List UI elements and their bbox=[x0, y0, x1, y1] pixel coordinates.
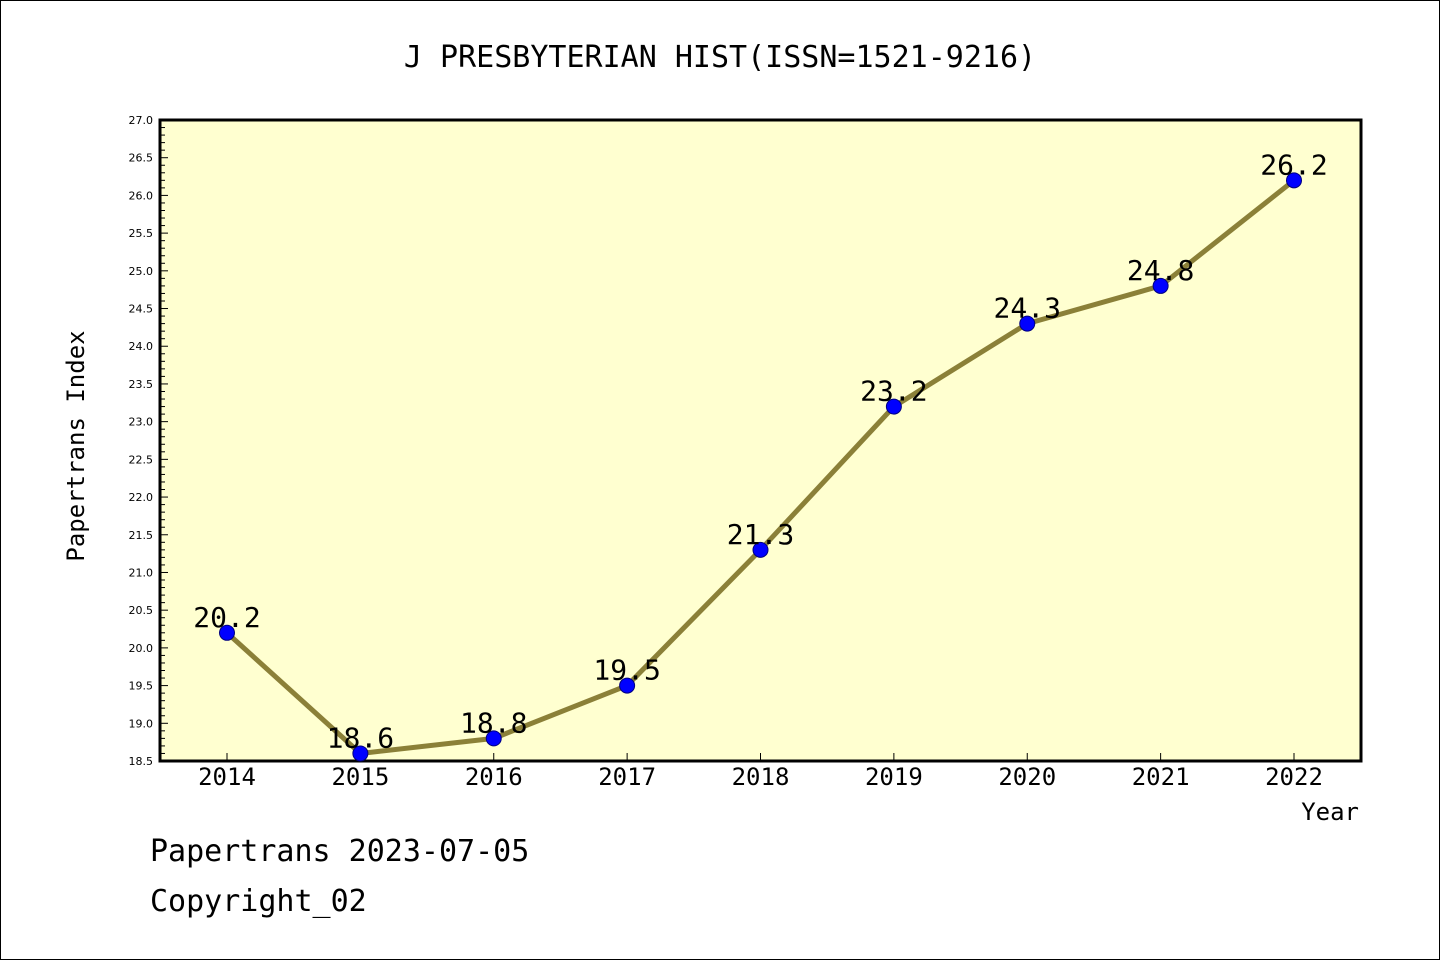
x-tick-label: 2022 bbox=[1265, 763, 1323, 791]
data-label: 18.6 bbox=[327, 721, 394, 754]
data-point bbox=[885, 398, 902, 415]
y-tick-label: 18.5 bbox=[129, 755, 154, 768]
series-markers bbox=[219, 172, 1302, 762]
y-tick-label: 27.0 bbox=[129, 114, 154, 127]
y-tick-label: 19.0 bbox=[129, 717, 154, 730]
x-axis-label: Year bbox=[1301, 798, 1359, 826]
data-label: 19.5 bbox=[593, 654, 660, 687]
data-point bbox=[1019, 315, 1036, 332]
y-tick-label: 25.5 bbox=[129, 227, 154, 240]
plot-area bbox=[158, 118, 1363, 763]
y-axis-label: Papertrans Index bbox=[62, 330, 90, 561]
data-label: 26.2 bbox=[1260, 148, 1327, 181]
x-tick-label: 2020 bbox=[998, 763, 1056, 791]
data-label: 23.2 bbox=[860, 375, 927, 408]
x-tick-label: 2016 bbox=[465, 763, 523, 791]
x-tick-label: 2017 bbox=[598, 763, 656, 791]
data-point bbox=[1286, 172, 1302, 189]
y-tick-label: 19.5 bbox=[129, 680, 154, 693]
x-tick-label: 2014 bbox=[198, 763, 256, 791]
data-point bbox=[752, 541, 769, 558]
y-tick-label: 22.0 bbox=[129, 491, 154, 504]
y-tick-label: 20.5 bbox=[129, 604, 154, 617]
y-tick-label: 23.0 bbox=[129, 416, 154, 429]
y-axis: 18.5 19.0 19.5 20.0 20.5 21.0 21.5 22.0 22.5 23.0… bbox=[129, 114, 168, 768]
data-point bbox=[485, 730, 502, 747]
data-labels: 20.2 18.6 18.8 19.5 21.3 23.2 24.3 24.8 26.2 bbox=[193, 148, 1327, 754]
y-tick-label: 20.0 bbox=[129, 642, 154, 655]
footer-date: Papertrans 2023-07-05 bbox=[150, 834, 530, 869]
data-point bbox=[352, 745, 369, 762]
data-label: 20.2 bbox=[193, 601, 260, 634]
x-tick-label: 2015 bbox=[331, 763, 389, 791]
y-tick-label: 21.0 bbox=[129, 566, 154, 579]
y-tick-label: 24.0 bbox=[129, 340, 154, 353]
data-label: 24.8 bbox=[1127, 254, 1194, 287]
y-tick-label: 24.5 bbox=[129, 303, 154, 316]
data-point bbox=[619, 677, 636, 694]
x-axis: 2014 2015 2016 2017 2018 2019 2020 2021 2022 bbox=[198, 753, 1323, 791]
y-tick-label: 23.5 bbox=[129, 378, 154, 391]
x-tick-label: 2018 bbox=[732, 763, 790, 791]
y-tick-label: 26.0 bbox=[129, 189, 154, 202]
data-point bbox=[219, 624, 235, 641]
x-tick-label: 2021 bbox=[1132, 763, 1190, 791]
data-label: 18.8 bbox=[460, 706, 527, 739]
x-tick-label: 2019 bbox=[865, 763, 923, 791]
chart-title: J PRESBYTERIAN HIST(ISSN=1521-9216) bbox=[404, 40, 1036, 75]
y-tick-label: 22.5 bbox=[129, 453, 154, 466]
footer-copyright: Copyright_02 bbox=[150, 884, 367, 919]
data-point bbox=[1152, 277, 1169, 294]
data-label: 21.3 bbox=[727, 518, 794, 551]
y-tick-label: 25.0 bbox=[129, 265, 154, 278]
data-label: 24.3 bbox=[994, 292, 1061, 325]
y-tick-label: 26.5 bbox=[129, 152, 154, 165]
y-tick-label: 21.5 bbox=[129, 529, 154, 542]
